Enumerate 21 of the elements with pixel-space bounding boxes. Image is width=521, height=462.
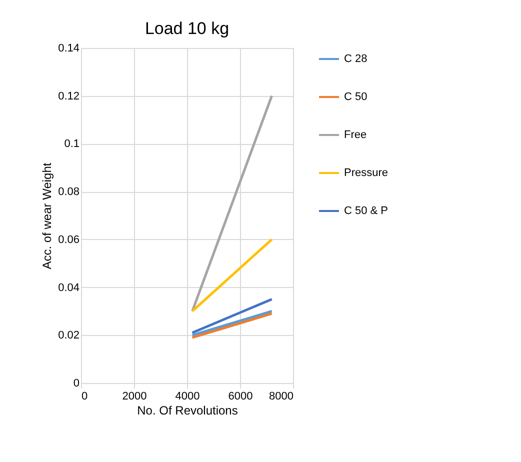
chart-title: Load 10 kg: [144, 19, 230, 38]
x-tick-label: 2000: [122, 390, 147, 402]
x-tick-label: 0: [82, 390, 88, 402]
y-tick-label: 0.1: [64, 138, 80, 150]
legend-label: Free: [344, 129, 367, 141]
x-axis-title: No. Of Revolutions: [137, 404, 238, 418]
x-tick-label: 4000: [175, 390, 200, 402]
y-tick-label: 0.06: [58, 234, 80, 246]
legend-label: C 50: [344, 91, 368, 103]
y-tick-label: 0.14: [58, 42, 80, 54]
legend-label: Pressure: [344, 167, 388, 179]
x-tick-label: 6000: [228, 390, 253, 402]
y-tick-label: 0.04: [58, 282, 80, 294]
y-tick-label: 0: [73, 378, 80, 390]
y-tick-label: 0.02: [58, 330, 80, 342]
y-tick-label: 0.08: [58, 186, 80, 198]
legend-label: C 28: [344, 53, 368, 65]
x-tick-label: 8000: [269, 390, 294, 402]
y-axis-title: Acc. of wear Weight: [40, 162, 54, 270]
y-tick-label: 0.12: [58, 90, 80, 102]
legend-label: C 50 & P: [344, 205, 388, 217]
